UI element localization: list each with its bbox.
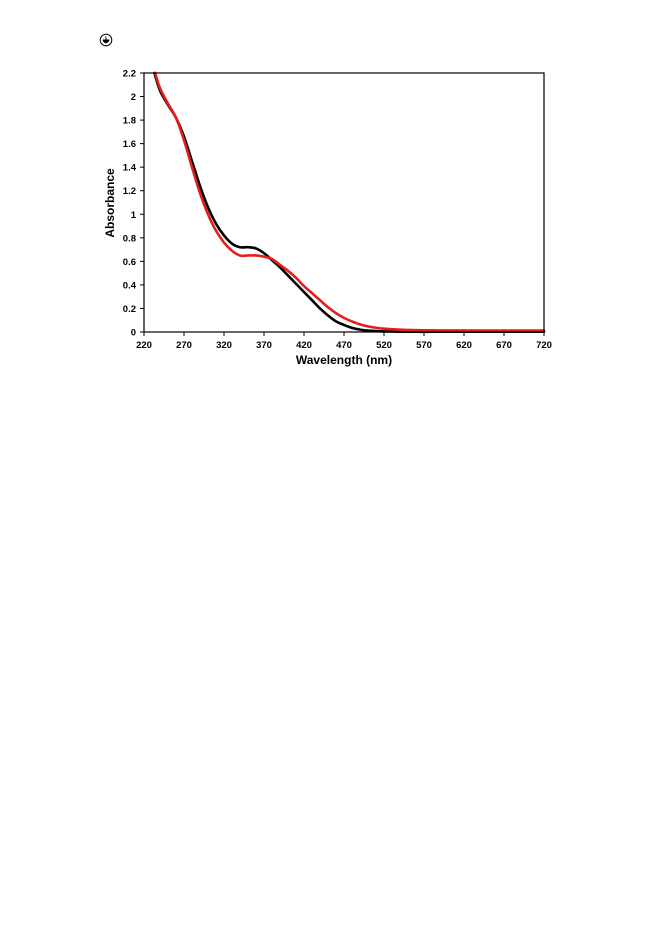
x-tick-label: 570 (416, 340, 432, 351)
y-tick-label: 2.2 (123, 69, 136, 80)
x-tick-label: 470 (336, 340, 352, 351)
x-axis-ticks: 220 270 320 370 420 470 520 570 620 670 720 (136, 332, 552, 351)
y-tick-label: 0.2 (123, 304, 136, 315)
y-tick-label: 0 (131, 328, 136, 339)
x-tick-label: 620 (456, 340, 472, 351)
y-axis-ticks: 0 0.2 0.4 0.6 0.8 1 1.2 1.4 1.6 1.8 2 2.2 (123, 69, 144, 339)
series-line-black (153, 71, 546, 334)
x-tick-label: 670 (496, 340, 512, 351)
y-tick-label: 2 (131, 92, 136, 103)
x-tick-label: 320 (216, 340, 232, 351)
y-tick-label: 1.4 (123, 163, 137, 174)
y-tick-label: 1 (131, 210, 137, 221)
y-tick-label: 1.8 (123, 116, 136, 127)
x-tick-label: 370 (256, 340, 272, 351)
series-line-red (153, 71, 546, 332)
y-tick-label: 1.6 (123, 139, 136, 150)
y-tick-label: 1.2 (123, 186, 136, 197)
y-axis-label: Absorbance (103, 168, 117, 238)
x-tick-label: 270 (176, 340, 192, 351)
x-tick-label: 520 (376, 340, 392, 351)
x-tick-label: 720 (536, 340, 552, 351)
circled-plus-icon (99, 33, 113, 47)
x-axis-label: Wavelength (nm) (296, 353, 392, 367)
y-tick-label: 0.4 (123, 280, 137, 291)
y-tick-label: 0.6 (123, 257, 136, 268)
x-tick-label: 420 (296, 340, 312, 351)
x-tick-label: 220 (136, 340, 152, 351)
y-tick-label: 0.8 (123, 233, 136, 244)
plot-area-frame (143, 72, 545, 333)
series-layer (153, 71, 546, 334)
absorbance-chart: 0 0.2 0.4 0.6 0.8 1 1.2 1.4 1.6 1.8 2 2.2 220 270 320… (103, 69, 552, 368)
